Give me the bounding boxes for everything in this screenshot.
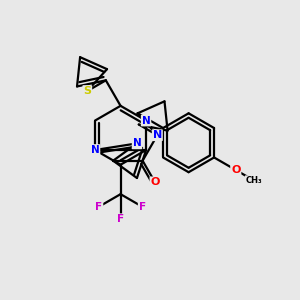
Text: CH₃: CH₃	[245, 176, 262, 185]
Text: N: N	[133, 138, 141, 148]
Text: N: N	[153, 130, 162, 140]
Text: F: F	[139, 202, 146, 212]
Text: N: N	[142, 116, 150, 126]
Text: F: F	[117, 214, 124, 224]
Text: O: O	[150, 177, 160, 188]
Text: F: F	[95, 202, 102, 212]
Text: N: N	[91, 145, 99, 155]
Text: O: O	[231, 165, 241, 175]
Text: S: S	[83, 86, 91, 96]
